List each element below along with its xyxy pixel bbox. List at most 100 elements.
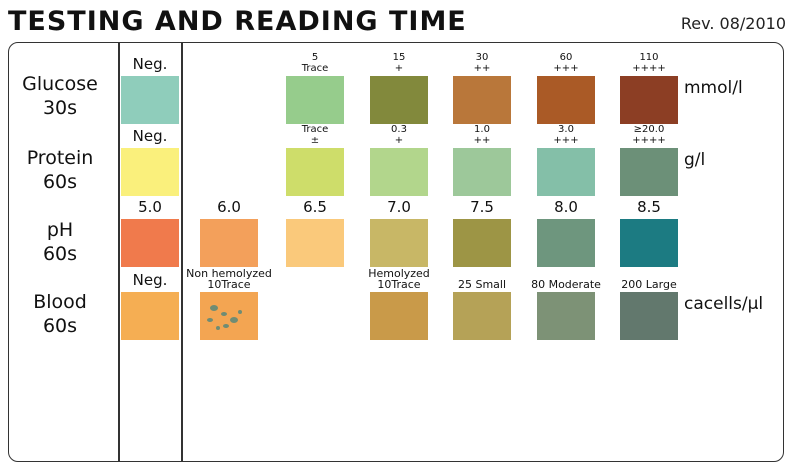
color-swatch-protein bbox=[370, 148, 428, 196]
swatch-label-line: 0.3 bbox=[391, 124, 407, 135]
color-swatch-ph bbox=[370, 219, 428, 267]
revision-label: Rev. 08/2010 bbox=[680, 14, 786, 33]
swatch-label-line: ++++ bbox=[632, 63, 666, 74]
swatch-label-line: + bbox=[394, 63, 404, 74]
color-swatch-blood bbox=[370, 292, 428, 340]
spot bbox=[221, 312, 227, 316]
swatch-label-line: 5 bbox=[311, 52, 319, 63]
swatch-label-protein: Trace ± bbox=[302, 124, 329, 146]
swatch-label-blood: 200 Large bbox=[621, 279, 676, 290]
swatch-label-glucose: Neg. bbox=[132, 55, 168, 73]
color-swatch-blood bbox=[453, 292, 511, 340]
color-swatch-protein bbox=[286, 148, 344, 196]
param-label-blood: Blood 60s bbox=[14, 290, 106, 338]
swatch-label-protein: 1.0 ++ bbox=[474, 124, 491, 146]
swatch-label-protein: Neg. bbox=[132, 127, 168, 145]
color-swatch-protein bbox=[537, 148, 595, 196]
color-swatch-blood bbox=[620, 292, 678, 340]
param-label-glucose: Glucose 30s bbox=[14, 72, 106, 120]
swatch-label-line: 10Trace bbox=[207, 278, 251, 291]
color-swatch-protein bbox=[620, 148, 678, 196]
param-name: pH bbox=[46, 219, 74, 241]
swatch-label-line: +++ bbox=[553, 63, 579, 74]
swatch-label-line: 6.5 bbox=[303, 198, 327, 216]
swatch-label-glucose: 15 + bbox=[393, 52, 406, 74]
swatch-label-line: +++ bbox=[553, 135, 579, 146]
color-swatch-blood bbox=[537, 292, 595, 340]
spot bbox=[223, 324, 229, 328]
divider-line-1 bbox=[118, 42, 120, 462]
swatch-label-line: 30 bbox=[475, 52, 489, 63]
param-time: 60s bbox=[42, 171, 78, 193]
param-name: Blood bbox=[33, 291, 87, 313]
color-swatch-blood bbox=[121, 292, 179, 340]
swatch-label-line: 25 Small bbox=[457, 278, 507, 291]
spotted-pattern bbox=[207, 305, 242, 330]
swatch-label-ph: 6.0 bbox=[217, 198, 241, 216]
swatch-label-ph: 8.5 bbox=[637, 200, 661, 215]
swatch-label-line: Trace bbox=[301, 124, 329, 135]
swatch-label-line: 200 Large bbox=[621, 278, 677, 291]
param-time: 60s bbox=[42, 315, 78, 337]
color-swatch-glucose bbox=[121, 76, 179, 124]
swatch-label-line: 110 bbox=[639, 52, 659, 63]
spot bbox=[207, 318, 213, 322]
swatch-label-protein: 0.3 + bbox=[391, 124, 407, 146]
color-swatch-glucose bbox=[370, 76, 428, 124]
swatch-label-ph: 7.0 bbox=[387, 200, 411, 215]
swatch-label-glucose: 5 Trace bbox=[302, 52, 329, 74]
swatch-label-line: 15 bbox=[392, 52, 406, 63]
unit-label-blood: cacells/μl bbox=[684, 294, 764, 314]
color-swatch-glucose bbox=[620, 76, 678, 124]
swatch-label-glucose: 60 +++ bbox=[553, 52, 578, 74]
swatch-label-line: ± bbox=[310, 135, 320, 146]
color-swatch-ph bbox=[453, 219, 511, 267]
color-swatch-protein bbox=[121, 148, 179, 196]
swatch-label-protein: ≥20.0 ++++ bbox=[632, 124, 666, 146]
param-label-protein: Protein 60s bbox=[14, 146, 106, 194]
swatch-label-ph: 5.0 bbox=[138, 200, 162, 215]
swatch-label-line: ++ bbox=[473, 135, 491, 146]
swatch-label-line: Neg. bbox=[132, 55, 168, 73]
swatch-label-ph: 6.5 bbox=[303, 198, 327, 216]
swatch-label-line: 7.5 bbox=[470, 198, 494, 216]
swatch-label-line: + bbox=[394, 135, 404, 146]
divider-line-2 bbox=[181, 42, 183, 462]
swatch-label-line: 3.0 bbox=[558, 124, 574, 135]
swatch-label-line: Neg. bbox=[132, 127, 168, 145]
swatch-label-blood: Hemolyzed 10Trace bbox=[368, 268, 430, 290]
swatch-label-line: ≥20.0 bbox=[633, 124, 665, 135]
param-time: 60s bbox=[42, 243, 78, 265]
color-swatch-glucose bbox=[537, 76, 595, 124]
chart-frame bbox=[8, 42, 784, 462]
swatch-label-blood: Non hemolyzed 10Trace bbox=[186, 268, 272, 290]
color-swatch-ph bbox=[537, 219, 595, 267]
swatch-label-protein: 3.0 +++ bbox=[553, 124, 578, 146]
color-swatch-protein bbox=[453, 148, 511, 196]
color-swatch-ph bbox=[620, 219, 678, 267]
chart-title: TESTING AND READING TIME bbox=[8, 6, 467, 37]
color-swatch-ph bbox=[200, 219, 258, 267]
param-time: 30s bbox=[42, 97, 78, 119]
swatch-label-blood: 25 Small bbox=[458, 279, 506, 290]
spot bbox=[210, 305, 218, 311]
swatch-label-line: 1.0 bbox=[474, 124, 490, 135]
swatch-label-line: ++ bbox=[473, 63, 491, 74]
param-label-ph: pH 60s bbox=[14, 218, 106, 266]
param-name: Protein bbox=[26, 147, 94, 169]
swatch-label-blood: 80 Moderate bbox=[531, 279, 601, 290]
swatch-label-line: Non hemolyzed bbox=[186, 267, 272, 280]
swatch-label-blood: Neg. bbox=[132, 271, 168, 289]
swatch-label-line: 80 Moderate bbox=[531, 278, 601, 291]
color-swatch-ph bbox=[286, 219, 344, 267]
swatch-label-line: Neg. bbox=[132, 271, 168, 289]
spot bbox=[230, 317, 238, 323]
unit-label-glucose: mmol/l bbox=[684, 78, 743, 98]
swatch-label-line: Hemolyzed bbox=[368, 267, 430, 280]
color-swatch-glucose bbox=[453, 76, 511, 124]
color-swatch-glucose bbox=[286, 76, 344, 124]
param-name: Glucose bbox=[22, 73, 98, 95]
swatch-label-line: 6.0 bbox=[217, 198, 241, 216]
swatch-label-ph: 8.0 bbox=[554, 200, 578, 215]
spot bbox=[216, 326, 220, 330]
